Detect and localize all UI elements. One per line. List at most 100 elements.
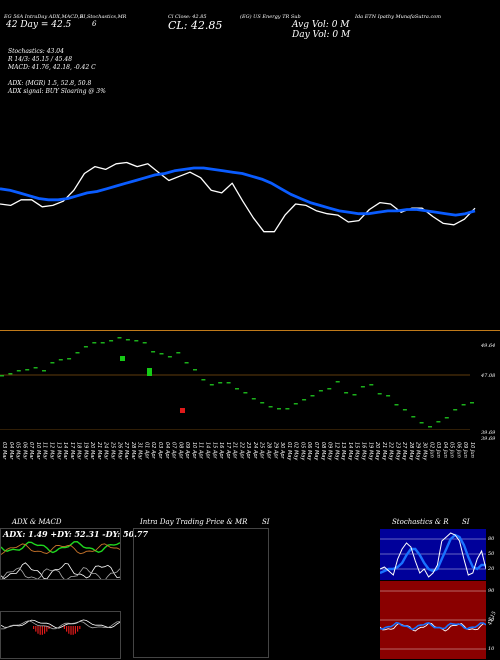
volume-mark xyxy=(352,394,357,396)
volume-mark xyxy=(100,342,105,344)
macd-histogram-bar xyxy=(46,626,48,632)
si-label: SI,Stochastics,MR xyxy=(80,14,127,20)
right-label-3: 39.69 xyxy=(481,430,496,436)
date-tick-label: 25 Apr xyxy=(259,442,265,460)
date-tick-label: 28 May xyxy=(408,442,414,461)
volume-mark xyxy=(235,388,239,390)
volume-mark xyxy=(285,408,290,410)
date-tick-label: 10 Jun xyxy=(469,442,475,458)
date-tick-label: 19 May xyxy=(367,442,373,461)
date-tick-label: 01 May xyxy=(286,442,292,461)
volume-mark xyxy=(58,359,63,361)
volume-mark xyxy=(302,399,307,401)
macd-histogram-bar xyxy=(63,626,65,629)
rsi-ma-line xyxy=(380,621,486,631)
stoch-tick-50: 50 xyxy=(488,551,495,557)
date-tick-label: 16 Apr xyxy=(218,442,224,460)
date-tick-label: 22 May xyxy=(388,442,394,461)
volume-mark xyxy=(436,421,441,423)
date-tick-label: 02 May xyxy=(293,442,299,461)
date-tick-label: 09 May xyxy=(327,442,333,461)
date-tick-label: 19 Mar xyxy=(82,442,88,460)
date-tick-label: 12 Mar xyxy=(49,442,55,460)
date-tick-label: 09 Jun xyxy=(462,442,468,458)
date-tick-label: 23 Apr xyxy=(245,442,251,460)
date-tick-label: 29 May xyxy=(415,442,421,461)
date-tick-label: 06 Jun xyxy=(455,442,461,458)
signal-box xyxy=(120,356,125,361)
volume-mark xyxy=(33,367,38,369)
adx-panel-title: ADX & MACD xyxy=(12,518,62,526)
price-line xyxy=(0,161,476,233)
date-tick-label: 31 Mar xyxy=(137,442,143,460)
date-tick-label: 05 May xyxy=(299,442,305,461)
day-volume: Day Vol: 0 M xyxy=(292,30,351,40)
date-tick-label: 02 Apr xyxy=(150,442,156,460)
volume-panel xyxy=(0,337,474,430)
volume-mark xyxy=(344,392,349,394)
date-tick-label: 27 May xyxy=(401,442,407,461)
volume-mark xyxy=(293,403,298,405)
macd-histogram-bar xyxy=(72,626,74,635)
volume-mark xyxy=(159,353,164,355)
volume-mark xyxy=(394,404,399,406)
right-label-1: 49.64 xyxy=(481,343,496,349)
macd-histogram-bar xyxy=(68,626,70,634)
date-tick-label: 30 May xyxy=(422,442,428,461)
intraday-panel-title: Intra Day Trading Price & MR xyxy=(140,518,248,526)
volume-mark xyxy=(411,416,416,418)
date-tick-label: 23 May xyxy=(394,442,400,461)
date-tick-label: 06 Mar xyxy=(21,442,27,460)
volume-mark xyxy=(419,422,424,424)
volume-mark xyxy=(16,370,21,372)
date-tick-label: 18 Mar xyxy=(76,442,82,460)
date-tick-label: 07 May xyxy=(313,442,319,461)
price-range: 42 Day = 42.5 xyxy=(6,20,72,30)
date-tick-label: 02 Jun xyxy=(428,442,434,458)
date-tick-label: 04 Apr xyxy=(164,442,170,460)
r-value: R 14/3: 45.15 / 45.48 xyxy=(8,56,73,63)
signal-line xyxy=(1,620,120,630)
date-tick-label: 10 Apr xyxy=(191,442,197,460)
volume-mark xyxy=(277,408,281,410)
date-tick-label: 11 Mar xyxy=(42,442,48,460)
volume-mark xyxy=(453,409,458,411)
rsi-tick-50: 50 xyxy=(488,617,495,623)
date-tick-label: 03 Apr xyxy=(157,442,163,460)
adx-values: ADX: 1.49 +DY: 52.31 -DY: 50.77 xyxy=(3,529,149,539)
stochastics-si-label: SI xyxy=(462,518,470,526)
stochastics-panel xyxy=(380,529,486,580)
volume-mark xyxy=(134,340,139,342)
rsi-panel xyxy=(380,581,486,659)
volume-mark xyxy=(260,402,265,404)
date-tick-label: 03 Jun xyxy=(435,442,441,458)
date-tick-label: 10 Mar xyxy=(35,442,41,460)
avg-volume: Avg Vol: 0 M xyxy=(292,20,350,30)
stoch-d-line xyxy=(380,533,486,575)
date-tick-label: 16 May xyxy=(361,442,367,461)
volume-mark xyxy=(193,369,197,371)
volume-mark xyxy=(167,356,172,358)
volume-mark xyxy=(377,393,382,395)
adx-line-2 xyxy=(1,567,120,579)
close-line: Cl Close: 42.85 xyxy=(168,14,207,20)
volume-mark xyxy=(444,417,449,419)
date-tick-label: 06 May xyxy=(306,442,312,461)
adx-signal: ADX signal: BUY Sloaring @ 3% xyxy=(8,88,106,95)
date-tick-label: 22 Apr xyxy=(238,442,244,460)
volume-mark xyxy=(142,342,147,344)
date-tick-label: 21 May xyxy=(381,442,387,461)
right-label-4: 39.69 xyxy=(481,436,496,442)
header-number: 6 xyxy=(92,20,97,28)
volume-mark xyxy=(428,426,432,428)
ticker-line: EG 56A IntraDay ADX,MACD,B xyxy=(4,14,84,20)
macd-line xyxy=(1,619,120,629)
date-tick-label: 13 May xyxy=(340,442,346,461)
volume-mark xyxy=(25,369,30,371)
volume-mark xyxy=(176,352,181,354)
minus-di-line xyxy=(1,543,120,555)
date-tick-label: 05 Mar xyxy=(15,442,21,460)
macd-histogram-bar xyxy=(41,626,43,635)
date-tick-label: 15 Apr xyxy=(211,442,217,460)
macd-histogram-bar xyxy=(70,626,72,635)
